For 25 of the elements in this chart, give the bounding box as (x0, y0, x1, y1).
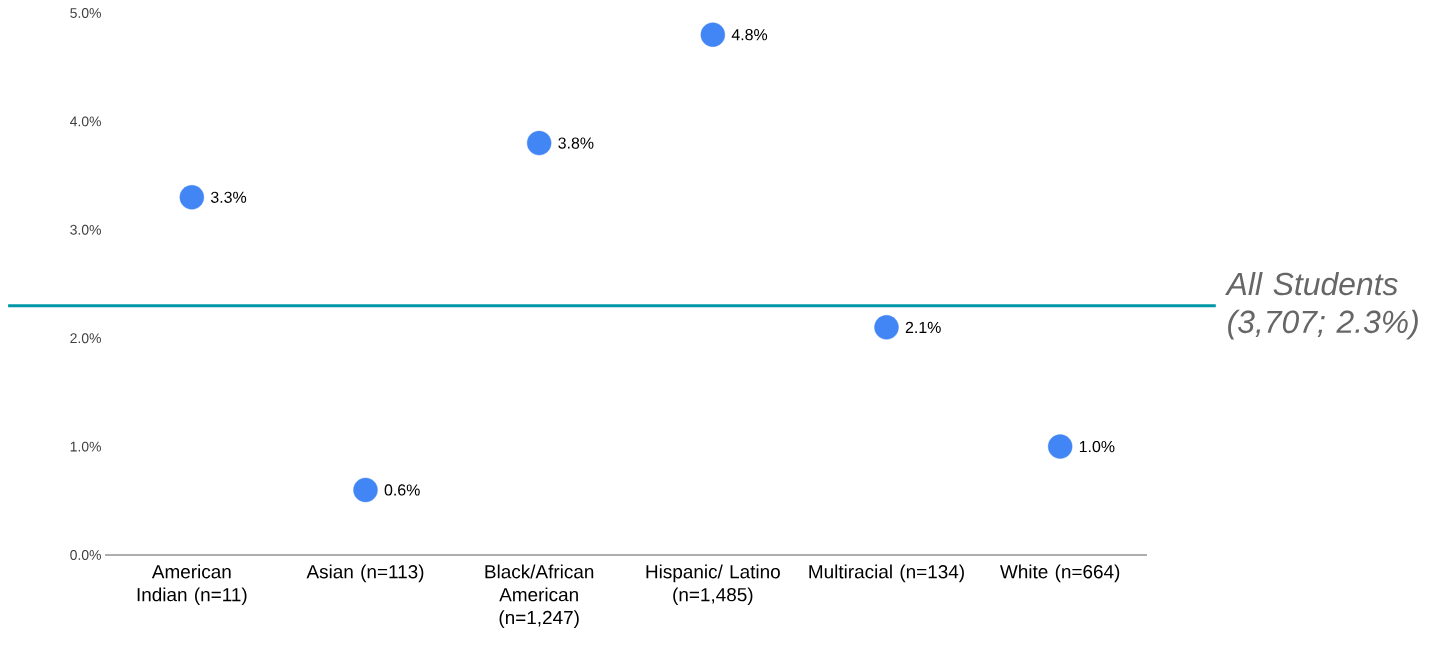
y-tick-label: 5.0% (70, 8, 101, 18)
y-tick-label: 1.0% (70, 441, 101, 452)
y-tick-label: 2.0% (70, 333, 101, 344)
data-label: 2.1% (905, 321, 941, 333)
point (526, 130, 552, 156)
data-label: 4.8% (731, 29, 768, 41)
data-label: 1.0% (1079, 440, 1115, 453)
data-label: 3.3% (210, 191, 247, 203)
ref-line-label: All Students (3,707; 2.3%) (1225, 271, 1418, 340)
point (874, 315, 899, 340)
x-tick-label: White (n=664) (1000, 564, 1120, 583)
y-tick-label: 3.0% (70, 224, 101, 235)
x-tick-label: Asian (n=113) (306, 564, 424, 583)
point (700, 22, 726, 47)
x-tick-label: American Indian (n=11) (137, 564, 247, 606)
y-tick-label: 4.0% (70, 116, 101, 127)
x-tick-label: Hispanic/ Latino (n=1,485) (646, 564, 780, 606)
point (353, 477, 378, 503)
data-label: 3.8% (558, 137, 594, 149)
x-tick-label: Multiracial (n=134) (809, 564, 964, 583)
point (179, 185, 205, 210)
point (1047, 434, 1073, 459)
x-tick-label: Black/African American (n=1,247) (485, 564, 594, 628)
y-tick-label: 0.0% (70, 550, 101, 560)
data-label: 0.6% (384, 484, 420, 496)
